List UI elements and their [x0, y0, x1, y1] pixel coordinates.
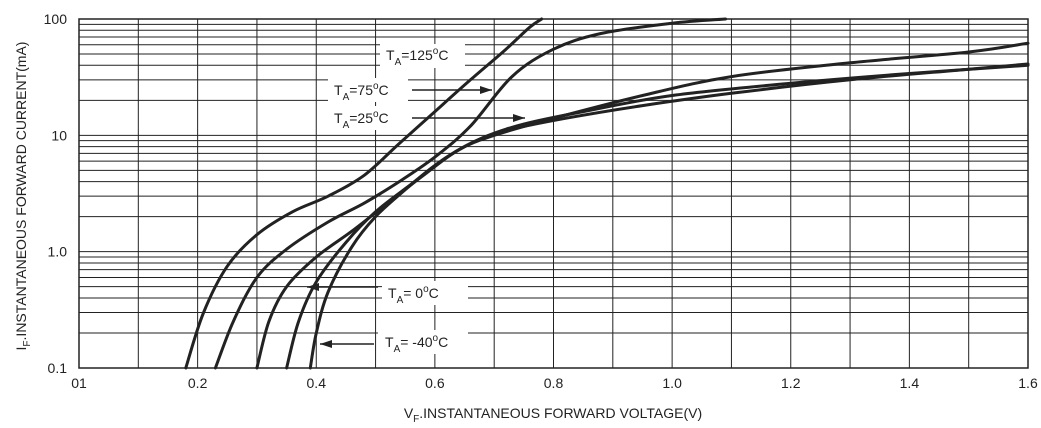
y-axis-label: IF.INSTANTANEOUS FORWARD CURRENT(mA) — [13, 42, 33, 351]
x-tick-label: 1.4 — [900, 375, 920, 391]
arrowhead — [480, 86, 492, 94]
arrowhead — [513, 114, 525, 122]
annotation-bg — [380, 44, 465, 68]
curves — [184, 17, 1030, 370]
y-tick-label: 1.0 — [48, 244, 68, 260]
grid — [79, 19, 1028, 368]
annotation-0: TA= 0oC — [307, 281, 468, 306]
x-tick-label: 0.4 — [307, 375, 327, 391]
annotation-bg — [328, 106, 408, 130]
x-tick-label: 0.8 — [544, 375, 564, 391]
y-tick-label: 0.1 — [48, 360, 68, 376]
y-tick-label: 100 — [44, 11, 68, 27]
series-line-4 — [308, 62, 1030, 370]
annotation-bg — [378, 330, 468, 354]
x-axis-label: VF.INSTANTANEOUS FORWARD VOLTAGE(V) — [404, 405, 702, 425]
x-tick-label: 0.2 — [188, 375, 208, 391]
annotation-m40: TA= -40oC — [320, 330, 468, 355]
arrowhead — [307, 283, 319, 291]
series-line-0 — [184, 17, 544, 370]
annotation-bg — [382, 281, 468, 305]
x-tick-label: 01 — [71, 375, 87, 391]
annotation-bg — [328, 78, 408, 102]
annotation-label: TA=125oC — [386, 46, 448, 68]
annotation-125: TA=125oC — [380, 44, 465, 68]
annotation-label: TA= -40oC — [385, 333, 448, 355]
annotation-label: TA= 0oC — [388, 284, 439, 306]
series-line-1 — [213, 17, 727, 370]
annotation-label: TA=25oC — [334, 109, 389, 131]
annotation-25: TA=25oC — [328, 106, 525, 131]
y-tick-label: 10 — [51, 127, 67, 143]
annotations: TA=125oC TA=75oC TA=25oC TA= 0oC TA= -40oC — [307, 44, 525, 355]
x-tick-label: 1.6 — [1018, 375, 1038, 391]
x-tick-label: 0.6 — [425, 375, 445, 391]
annotation-label: TA=75oC — [334, 81, 389, 103]
plot-frame — [78, 18, 1029, 369]
annotation-75: TA=75oC — [328, 78, 492, 103]
arrowhead — [320, 340, 332, 348]
y-tick-labels: 0.1 1.0 10 100 — [44, 11, 68, 376]
x-tick-labels: 01 0.2 0.4 0.6 0.8 1.0 1.2 1.4 1.6 — [71, 375, 1038, 391]
x-tick-label: 1.0 — [662, 375, 682, 391]
x-tick-label: 1.2 — [781, 375, 801, 391]
